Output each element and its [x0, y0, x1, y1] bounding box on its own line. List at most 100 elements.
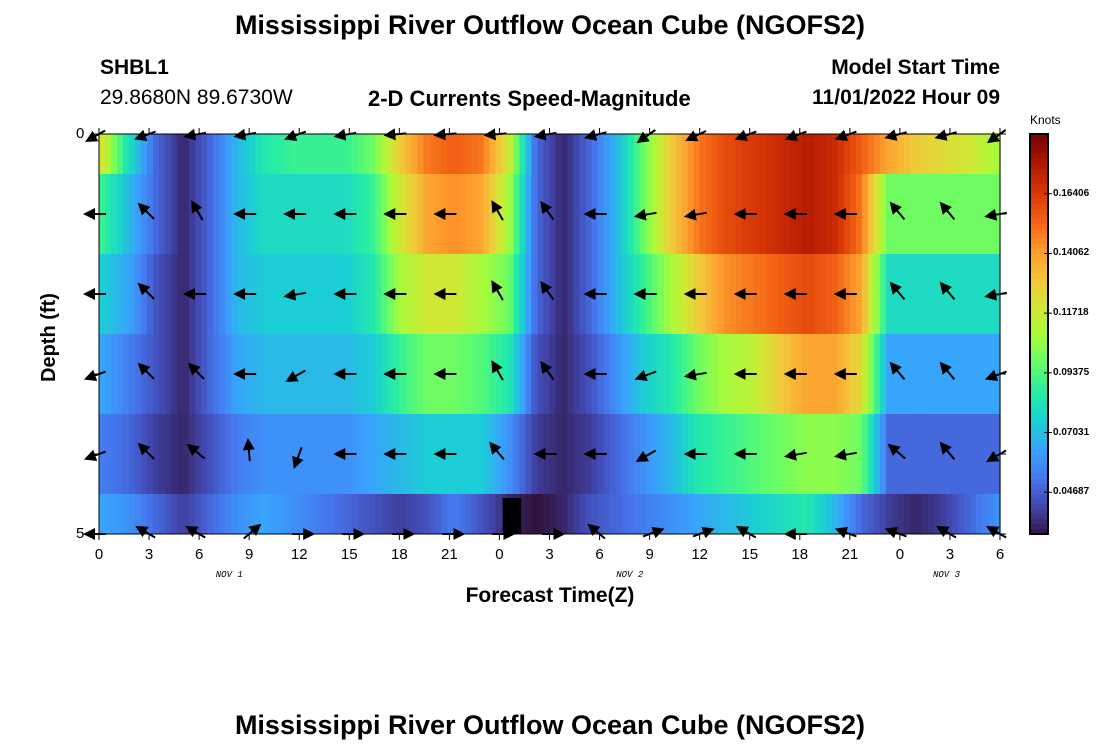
heatmap-cell	[453, 254, 460, 334]
heatmap-cell	[489, 174, 497, 254]
heatmap-cell	[837, 134, 845, 174]
heatmap-cell	[549, 494, 557, 534]
heatmap-cell	[249, 134, 256, 174]
current-arrow	[540, 360, 555, 381]
heatmap-cell	[237, 494, 244, 534]
heatmap-cell	[141, 414, 148, 494]
heatmap-cell	[579, 494, 587, 534]
date-label: NOV 3	[933, 570, 961, 580]
heatmap-cell	[819, 174, 827, 254]
x-tick-label: 21	[441, 546, 458, 563]
heatmap-cell	[381, 134, 388, 174]
colorbar-swatch	[1030, 459, 1048, 465]
heatmap-cell	[687, 334, 695, 414]
heatmap-cell	[567, 494, 575, 534]
colorbar-swatch	[1030, 179, 1048, 185]
heatmap-cell	[435, 334, 442, 414]
heatmap-cell	[291, 494, 298, 534]
heatmap-cell	[483, 174, 491, 254]
heatmap-cell	[483, 254, 491, 334]
heatmap-cell	[153, 134, 160, 174]
heatmap-cell	[171, 134, 178, 174]
heatmap-cell	[405, 174, 412, 254]
colorbar-swatch	[1030, 209, 1048, 215]
heatmap-cell	[411, 334, 418, 414]
heatmap-cell	[165, 334, 172, 414]
heatmap-cell	[123, 494, 130, 534]
heatmap-cell	[345, 134, 352, 174]
heatmap-cell	[969, 134, 977, 174]
heatmap-cell	[453, 174, 460, 254]
heatmap-cell	[963, 334, 971, 414]
heatmap-cell	[315, 254, 322, 334]
heatmap-cell	[831, 174, 839, 254]
heatmap-cell	[477, 414, 485, 494]
heatmap-cell	[639, 494, 647, 534]
colorbar-swatch	[1030, 219, 1048, 225]
x-tick-label: 21	[841, 546, 859, 563]
heatmap-cell	[537, 254, 545, 334]
date-label: NOV 2	[616, 570, 644, 580]
heatmap-cell	[657, 334, 665, 414]
heatmap-cell	[279, 254, 286, 334]
heatmap-cell	[339, 134, 346, 174]
heatmap-cell	[105, 134, 112, 174]
heatmap-cell	[609, 254, 617, 334]
heatmap-cell	[129, 254, 136, 334]
heatmap-cell	[855, 414, 863, 494]
heatmap-cell	[99, 414, 106, 494]
heatmap-cell	[819, 254, 827, 334]
heatmap-cell	[831, 254, 839, 334]
heatmap-cell	[663, 414, 671, 494]
colorbar-swatch	[1030, 519, 1048, 525]
heatmap-cell	[507, 254, 515, 334]
heatmap-cell	[693, 494, 701, 534]
heatmap-cell	[519, 134, 527, 174]
heatmap-cell	[993, 494, 1001, 534]
heatmap-cell	[129, 334, 136, 414]
date-label: NOV 1	[215, 570, 243, 580]
heatmap-cell	[849, 494, 857, 534]
colorbar-swatch	[1030, 379, 1048, 385]
heatmap-cell	[453, 334, 460, 414]
heatmap-cell	[549, 134, 557, 174]
heatmap-cell	[369, 334, 376, 414]
colorbar-swatch	[1030, 444, 1048, 450]
heatmap-cell	[609, 134, 617, 174]
heatmap-cell	[333, 254, 340, 334]
heatmap-cell	[423, 254, 430, 334]
colorbar-swatch	[1030, 509, 1048, 515]
heatmap-cell	[177, 414, 184, 494]
heatmap-cell	[501, 414, 509, 494]
heatmap-cell	[423, 134, 430, 174]
heatmap-cell	[231, 414, 238, 494]
colorbar-swatch	[1030, 299, 1048, 305]
heatmap-cell	[213, 174, 220, 254]
heatmap-cell	[747, 494, 755, 534]
heatmap-cell	[975, 254, 983, 334]
colorbar-swatch	[1030, 204, 1048, 210]
heatmap-cell	[333, 334, 340, 414]
heatmap-cell	[225, 174, 232, 254]
heatmap-cell	[639, 414, 647, 494]
x-tick-label: 12	[290, 546, 308, 563]
heatmap-cell	[609, 494, 617, 534]
heatmap-cell	[315, 414, 322, 494]
heatmap-cell	[477, 134, 485, 174]
heatmap-cell	[939, 414, 947, 494]
heatmap-cell	[555, 134, 563, 174]
colorbar-swatch	[1030, 259, 1048, 265]
heatmap-cell	[543, 494, 551, 534]
colorbar-swatch	[1030, 314, 1048, 320]
heatmap-cell	[123, 134, 130, 174]
colorbar-swatch	[1030, 184, 1048, 190]
heatmap-cell	[807, 414, 815, 494]
heatmap-cell	[717, 174, 725, 254]
heatmap-cell	[837, 494, 845, 534]
heatmap-cell	[891, 134, 899, 174]
heatmap-cell	[981, 174, 989, 254]
heatmap-cell	[111, 494, 118, 534]
colorbar-swatch	[1030, 429, 1048, 435]
heatmap-cell	[363, 254, 370, 334]
colorbar-swatch	[1030, 254, 1048, 260]
